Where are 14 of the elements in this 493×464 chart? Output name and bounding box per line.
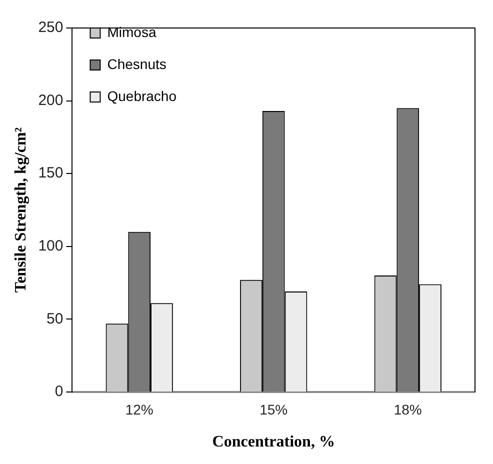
x-tick-label: 15% [260, 401, 288, 418]
legend-label: Quebracho [107, 88, 177, 104]
y-tick-label: 200 [38, 92, 64, 109]
legend-label: Chesnuts [107, 56, 166, 72]
x-tick-label: 18% [394, 401, 422, 418]
y-tick-label: 150 [38, 164, 64, 182]
y-tick-label: 250 [38, 19, 64, 36]
x-axis-title: Concentration, % [212, 434, 335, 451]
y-axis-title: Tensile Strength, kg/cm² [12, 127, 30, 293]
legend-label: Mimosa [107, 24, 156, 40]
x-tick-label: 12% [125, 401, 154, 418]
y-tick-label: 100 [38, 238, 64, 255]
y-tick-label: 50 [46, 310, 64, 328]
y-tick-label: 0 [54, 383, 64, 400]
